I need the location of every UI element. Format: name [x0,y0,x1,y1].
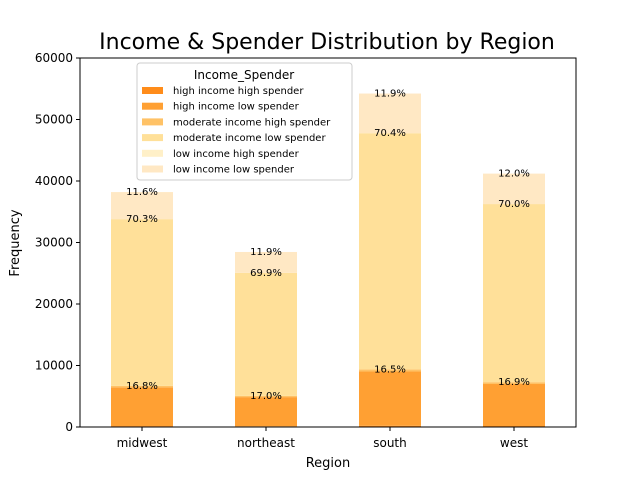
x-tick-label: west [500,436,528,450]
legend-entry: high income low spender [173,102,300,113]
data-label: 11.9% [250,247,282,258]
x-tick-label: northeast [237,436,295,450]
data-label: 12.0% [498,169,530,180]
bar-segment [111,385,173,388]
legend-swatch [142,134,163,142]
legend-swatch [142,87,163,94]
bar-segment [483,382,545,385]
chart-title: Income & Spender Distribution by Region [99,30,555,55]
y-tick-label: 20000 [35,297,73,311]
data-label: 11.9% [374,89,406,100]
y-axis-label: Frequency [8,209,23,276]
data-label: 17.0% [250,391,282,402]
legend-swatch [142,149,163,157]
y-tick-label: 0 [65,420,73,434]
data-labels-layer: 16.8% 70.3% 11.6% 17.0% 69.9% 11.9% 16.5% 70.4%… [126,89,530,402]
bar-segment [359,369,421,372]
x-axis-label: Region [306,456,351,471]
bar-segment [359,371,421,426]
y-tick-label: 40000 [35,174,73,188]
data-label: 16.9% [498,377,530,388]
y-tick-label: 50000 [35,113,73,127]
legend: Income_Spender high income high spenderh… [136,62,353,181]
bar-segment [359,133,421,370]
bar-segment [483,384,545,427]
bar-segment [235,251,297,273]
legend-swatch [142,165,163,173]
bar-segment [111,387,173,427]
legend-swatch [142,102,163,110]
y-tick-label: 10000 [35,359,73,373]
bar-segment [235,272,297,396]
legend-entry: low income high spender [173,149,300,160]
data-label: 16.5% [374,364,406,375]
bar-segment [483,173,545,205]
bar-segment [111,192,173,220]
data-label: 70.4% [374,128,406,139]
bar-segment [235,397,297,427]
data-label: 70.0% [498,199,530,210]
x-tick-label: south [373,436,407,450]
legend-entry: low income low spender [173,165,295,176]
y-axis: 0 10000 20000 30000 40000 50000 60000 [35,51,80,434]
data-label: 11.6% [126,187,158,198]
legend-box [136,62,353,181]
legend-entry: high income high spender [173,86,304,97]
x-tick-label: midwest [117,436,168,450]
legend-swatch [142,118,163,126]
data-label: 70.3% [126,214,158,225]
bar-segment [359,425,421,427]
legend-items: high income high spender high income low … [142,86,331,176]
bar-segment [111,219,173,386]
legend-entry: moderate income low spender [173,133,326,144]
plot-frame [79,57,577,428]
x-axis: midwest northeast south west [117,427,528,450]
data-label: 16.8% [126,381,158,392]
bar-segment [235,395,297,398]
bars-layer [111,93,545,427]
y-tick-label: 30000 [35,236,73,250]
data-label: 69.9% [250,268,282,279]
y-tick-label: 60000 [35,51,73,65]
bar-segment [359,93,421,134]
legend-title: Income_Spender [194,68,294,82]
legend-entry: moderate income high spender [173,117,331,128]
bar-segment [483,204,545,383]
